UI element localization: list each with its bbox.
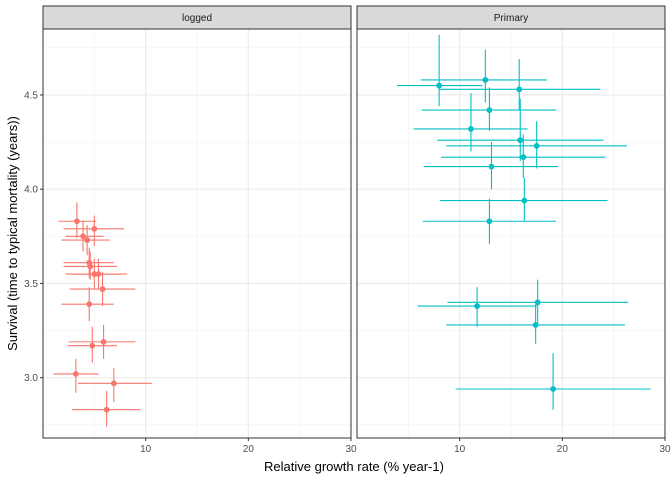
- data-point: [110, 380, 117, 387]
- data-point: [520, 154, 527, 161]
- data-point: [533, 142, 540, 149]
- data-point: [86, 301, 93, 308]
- data-point: [521, 197, 528, 204]
- data-point: [532, 322, 539, 328]
- data-point: [89, 342, 96, 349]
- data-point: [73, 218, 80, 225]
- x-tick-label: 20: [557, 444, 569, 455]
- data-point: [103, 406, 110, 413]
- data-point: [87, 263, 94, 270]
- x-tick-label: 20: [243, 444, 255, 455]
- facet-strip: [42, 5, 352, 30]
- data-point: [80, 233, 86, 240]
- data-point: [468, 125, 474, 132]
- y-tick-label: 3.5: [24, 279, 38, 290]
- data-point: [474, 303, 481, 309]
- x-axis-title: Relative growth rate (% year-1): [264, 459, 444, 474]
- y-tick-label: 3.0: [24, 373, 38, 384]
- facet-strip-label: Primary: [494, 13, 528, 24]
- data-point: [84, 237, 91, 243]
- y-axis-title: Survival (time to typical mortality (yea…: [5, 116, 20, 351]
- data-point: [482, 76, 489, 83]
- y-tick-label: 4.5: [24, 90, 38, 101]
- data-point: [534, 299, 541, 306]
- x-tick-label: 10: [454, 444, 466, 455]
- data-point: [486, 218, 493, 225]
- data-point: [72, 371, 79, 377]
- data-point: [91, 225, 98, 232]
- data-point: [516, 86, 523, 93]
- data-point: [550, 386, 556, 392]
- y-tick-label: 4.0: [24, 185, 38, 196]
- data-point: [488, 163, 495, 170]
- data-point: [436, 82, 443, 89]
- data-point: [517, 137, 524, 144]
- x-tick-label: 10: [140, 444, 152, 455]
- facet-strip: [356, 5, 666, 30]
- data-point: [95, 271, 102, 277]
- data-point: [100, 338, 107, 345]
- data-point: [99, 286, 106, 293]
- data-point: [486, 107, 493, 113]
- facet-strip-label: logged: [182, 13, 212, 24]
- x-tick-label: 30: [345, 444, 357, 455]
- x-tick-label: 30: [659, 444, 671, 455]
